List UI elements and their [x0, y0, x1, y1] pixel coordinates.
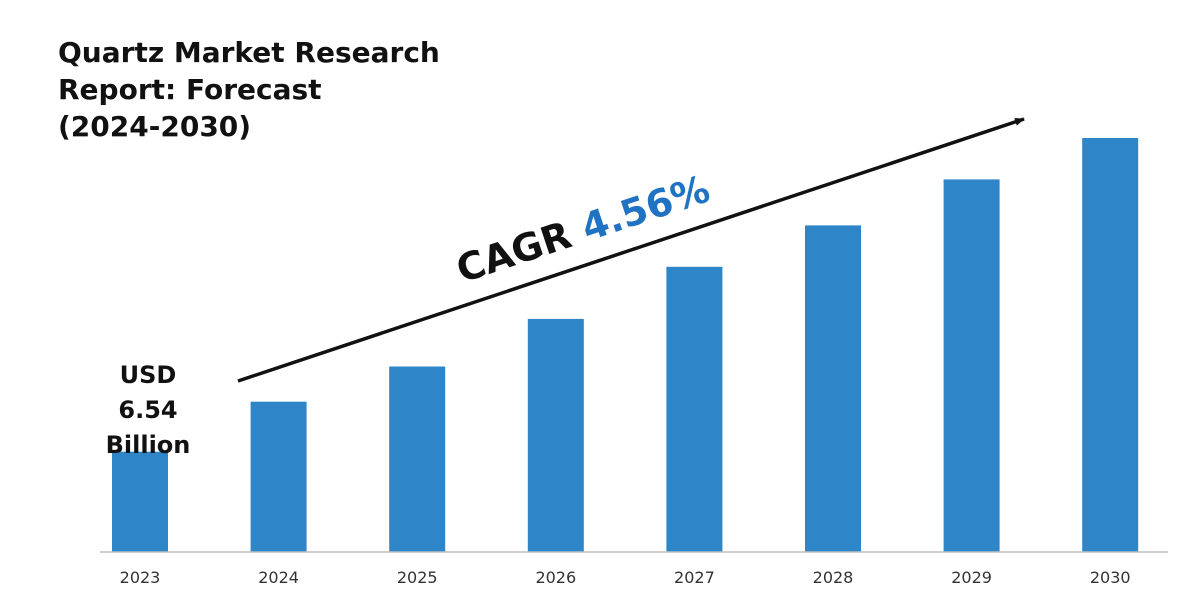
trend-arrow: [237, 117, 1025, 383]
x-tick-label-2029: 2029: [951, 568, 992, 587]
x-tick-label-2030: 2030: [1090, 568, 1131, 587]
start-label-unit: USD: [120, 361, 177, 389]
start-label-value: 6.54: [118, 396, 177, 424]
x-tick-label-2028: 2028: [813, 568, 854, 587]
title-line-3: (2024-2030): [58, 110, 251, 143]
bar-2029: [943, 179, 1000, 552]
bars-layer: [112, 138, 1139, 552]
title-line-2: Report: Forecast: [58, 73, 322, 106]
x-tick-label-2024: 2024: [258, 568, 299, 587]
bar-2027: [666, 266, 723, 552]
x-tick-label-2026: 2026: [535, 568, 576, 587]
x-tick-label-2027: 2027: [674, 568, 715, 587]
x-tick-label-2025: 2025: [397, 568, 438, 587]
bar-2023: [112, 451, 168, 552]
bar-2030: [1082, 138, 1139, 552]
bar-2025: [389, 366, 446, 552]
bar-2028: [805, 225, 861, 552]
x-axis-ticks: 2023 2024 2025 2026 2027 2028 2029 2030: [120, 568, 1131, 587]
x-tick-label-2023: 2023: [120, 568, 161, 587]
cagr-prefix: CAGR: [451, 213, 577, 292]
chart-title: Quartz Market Research Report: Forecast …: [58, 36, 440, 143]
cagr-value: 4.56%: [576, 167, 715, 250]
title-line-1: Quartz Market Research: [58, 36, 440, 69]
start-label-scale: Billion: [106, 431, 191, 459]
start-value-label: USD 6.54 Billion: [106, 361, 191, 459]
bar-2026: [527, 318, 584, 552]
bar-2024: [250, 401, 307, 552]
